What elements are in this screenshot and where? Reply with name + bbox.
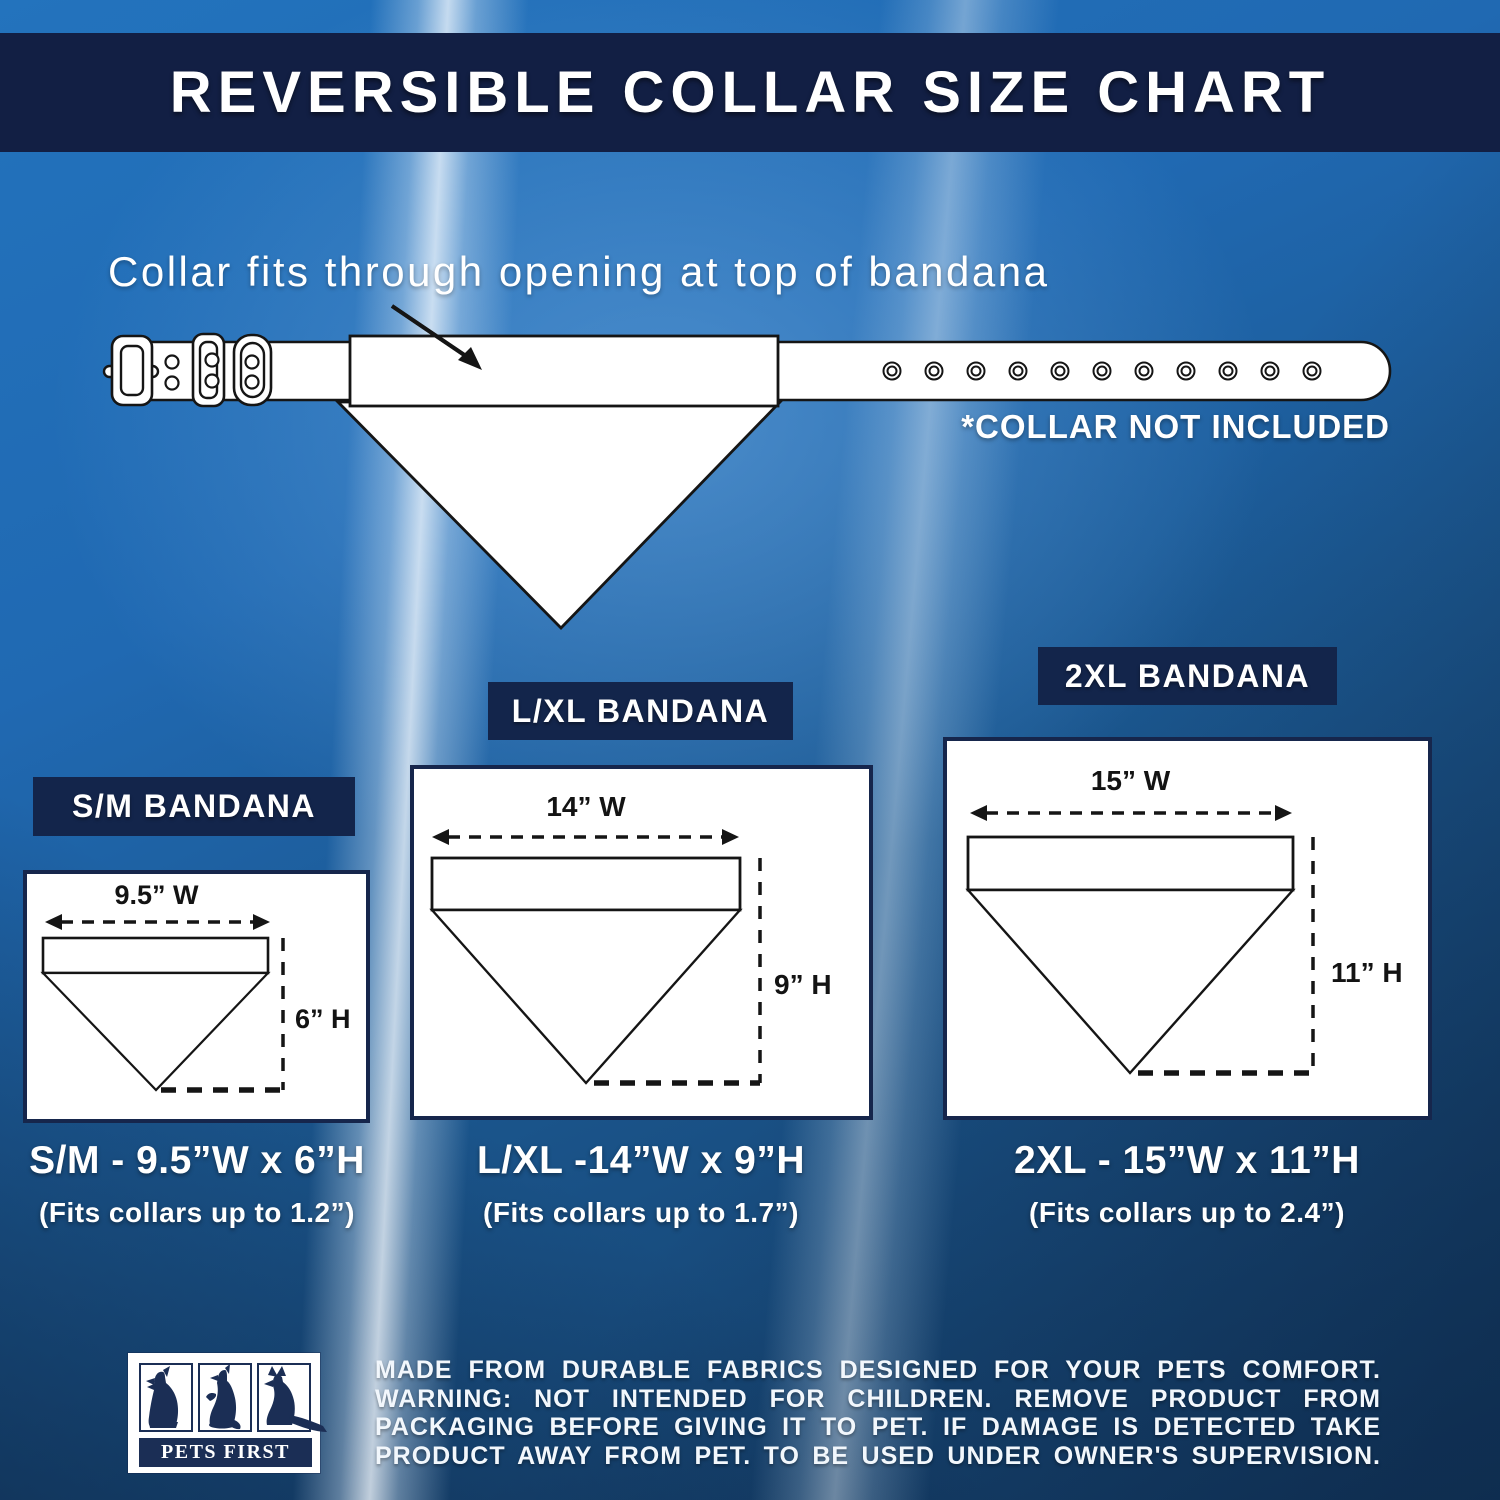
panel-lxl-diagram: 14” W 9” H xyxy=(410,765,873,1120)
collar-strap xyxy=(120,340,1392,402)
lxl-size-text: L/XL -14”W x 9”H xyxy=(476,1139,806,1182)
label-lxl-bandana: L/XL BANDANA xyxy=(488,682,793,740)
dog-silhouette-icon xyxy=(263,1365,327,1432)
warning-line: PACKAGING BEFORE GIVING IT TO PET. IF DA… xyxy=(375,1413,1381,1442)
warning-text: MADE FROM DURABLE FABRICS DESIGNED FOR Y… xyxy=(375,1356,1381,1470)
pointer-arrow xyxy=(390,304,482,370)
lxl-bandana-drawing xyxy=(429,829,762,1086)
warning-line: WARNING: NOT INTENDED FOR CHILDREN. REMO… xyxy=(375,1384,1381,1413)
pets-first-logo: PETS FIRST xyxy=(128,1353,327,1473)
logo-brand-text: PETS FIRST xyxy=(161,1441,290,1463)
buckle-frame xyxy=(110,334,154,407)
panel-2xl-diagram: 15” W 11” H xyxy=(943,737,1432,1120)
dog-silhouette-icon xyxy=(145,1365,178,1428)
bandana-triangle xyxy=(334,400,784,631)
warning-line: PRODUCT AWAY FROM PET. TO BE USED UNDER … xyxy=(375,1441,1381,1470)
lxl-fits-text: (Fits collars up to 1.7”) xyxy=(483,1197,799,1228)
lxl-height-label: 9” H xyxy=(774,969,832,1000)
sm-height-label: 6” H xyxy=(295,1004,351,1034)
collar-eyelets xyxy=(882,361,1322,381)
caption-lxl: L/XL -14”W x 9”H (Fits collars up to 1.7… xyxy=(450,1138,832,1229)
title-band xyxy=(0,33,1500,152)
collar-holes xyxy=(164,352,260,391)
lxl-width-label: 14” W xyxy=(546,791,626,822)
2xl-height-label: 11” H xyxy=(1331,957,1403,988)
label-sm-bandana: S/M BANDANA xyxy=(33,777,355,836)
2xl-width-label: 15” W xyxy=(1090,765,1171,796)
logo-dog-panel-3 xyxy=(257,1363,327,1432)
collar-not-included-note: *COLLAR NOT INCLUDED xyxy=(961,408,1390,445)
2xl-fits-text: (Fits collars up to 2.4”) xyxy=(1029,1197,1345,1228)
page-title: REVERSIBLE COLLAR SIZE CHART xyxy=(169,60,1331,125)
dog-silhouette-icon xyxy=(205,1363,241,1429)
logo-brand-bar: PETS FIRST xyxy=(139,1438,312,1467)
buckle-prong xyxy=(102,364,160,379)
collar-keeper xyxy=(191,332,226,408)
panel-sm-diagram: 9.5” W 6” H xyxy=(23,870,370,1123)
sm-width-label: 9.5” W xyxy=(114,880,199,910)
sm-fits-text: (Fits collars up to 1.2”) xyxy=(39,1197,355,1228)
logo-dog-panel-1 xyxy=(139,1363,193,1432)
warning-line: MADE FROM DURABLE FABRICS DESIGNED FOR Y… xyxy=(375,1356,1381,1384)
caption-2xl: 2XL - 15”W x 11”H (Fits collars up to 2.… xyxy=(996,1138,1378,1229)
2xl-bandana-drawing xyxy=(965,805,1315,1076)
collar-caption: Collar fits through opening at top of ba… xyxy=(108,248,1050,295)
2xl-size-text: 2XL - 15”W x 11”H xyxy=(1014,1139,1360,1182)
label-2xl-bandana: 2XL BANDANA xyxy=(1038,647,1337,705)
caption-sm: S/M - 9.5”W x 6”H (Fits collars up to 1.… xyxy=(6,1138,388,1229)
bandana-sleeve xyxy=(348,334,780,408)
sm-size-text: S/M - 9.5”W x 6”H xyxy=(29,1139,365,1182)
collar-dee-ring xyxy=(232,333,273,407)
sm-bandana-drawing xyxy=(40,914,285,1093)
logo-dog-panel-2 xyxy=(198,1363,252,1432)
